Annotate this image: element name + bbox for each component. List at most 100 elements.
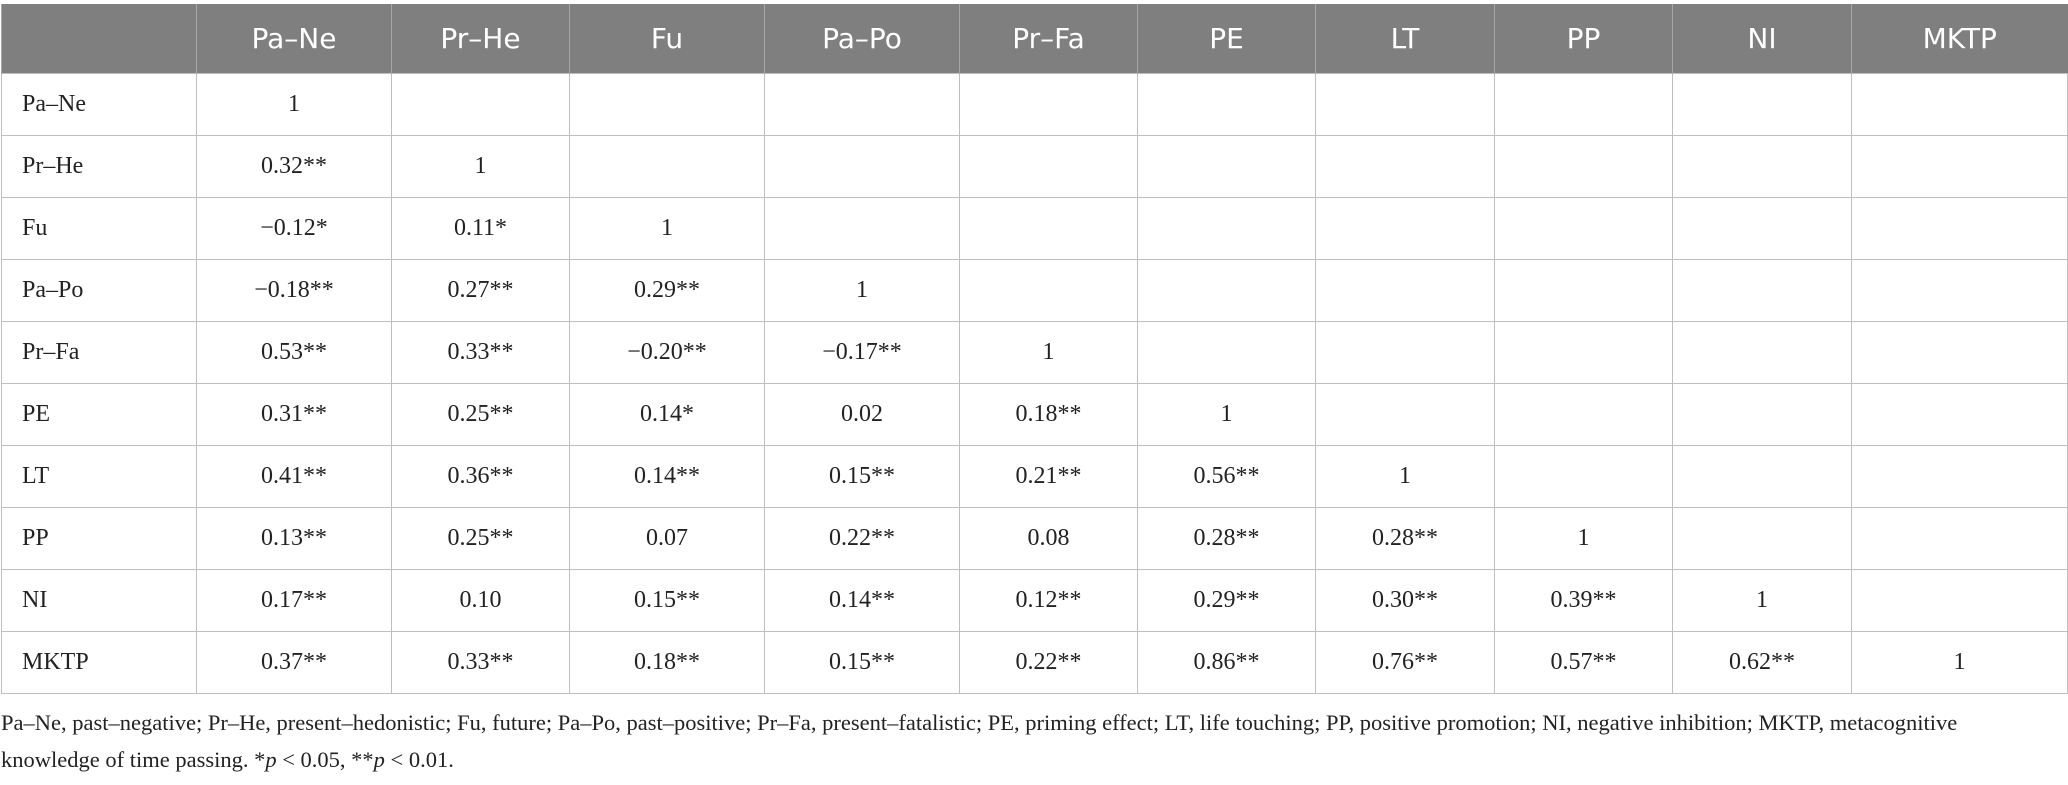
cell: 1 <box>1494 507 1673 570</box>
cell: 1 <box>1315 445 1495 508</box>
row-label: Pr–Fa <box>1 321 197 384</box>
cell: 0.39** <box>1494 569 1673 632</box>
cell: 0.33** <box>391 631 570 694</box>
empty-cell <box>1851 321 2068 384</box>
cell: 0.62** <box>1672 631 1852 694</box>
cell: 0.15** <box>569 569 765 632</box>
cell: 0.17** <box>196 569 392 632</box>
empty-cell <box>1851 383 2068 446</box>
empty-cell <box>1851 445 2068 508</box>
empty-cell <box>1494 445 1673 508</box>
empty-cell <box>1494 321 1673 384</box>
cell: 1 <box>1851 631 2068 694</box>
column-header: NI <box>1672 4 1852 74</box>
row-label: Pa–Ne <box>1 73 197 136</box>
cell: 0.25** <box>391 507 570 570</box>
cell: 0.22** <box>764 507 960 570</box>
cell: −0.20** <box>569 321 765 384</box>
footnote-text: p <box>265 747 277 772</box>
cell: 0.30** <box>1315 569 1495 632</box>
cell: 0.14** <box>764 569 960 632</box>
empty-cell <box>569 73 765 136</box>
cell: 0.14* <box>569 383 765 446</box>
cell: 0.41** <box>196 445 392 508</box>
empty-cell <box>1137 135 1316 198</box>
empty-cell <box>1137 197 1316 260</box>
empty-cell <box>1672 445 1852 508</box>
empty-cell <box>1494 383 1673 446</box>
corner-cell <box>1 4 197 74</box>
correlation-table: Pa–Ne Pr–He Fu Pa–Po Pr–Fa PE LT PP NI MKTP Pa–Ne… <box>1 4 2068 694</box>
empty-cell <box>1315 197 1495 260</box>
cell: 0.21** <box>959 445 1138 508</box>
cell: 0.10 <box>391 569 570 632</box>
empty-cell <box>764 73 960 136</box>
empty-cell <box>1672 321 1852 384</box>
cell: 0.11* <box>391 197 570 260</box>
empty-cell <box>764 197 960 260</box>
row-label: Fu <box>1 197 197 260</box>
empty-cell <box>1851 507 2068 570</box>
cell: 0.27** <box>391 259 570 322</box>
cell: −0.17** <box>764 321 960 384</box>
column-header: Pr–He <box>391 4 570 74</box>
cell: 0.08 <box>959 507 1138 570</box>
table-row: MKTP 0.37** 0.33** 0.18** 0.15** 0.22** 0.86**… <box>1 631 2068 694</box>
cell: 0.18** <box>569 631 765 694</box>
cell: 0.29** <box>1137 569 1316 632</box>
row-label: Pr–He <box>1 135 197 198</box>
empty-cell <box>1315 321 1495 384</box>
empty-cell <box>959 135 1138 198</box>
row-label: NI <box>1 569 197 632</box>
cell: 0.37** <box>196 631 392 694</box>
empty-cell <box>1137 259 1316 322</box>
row-label: MKTP <box>1 631 197 694</box>
column-header: Pa–Ne <box>196 4 392 74</box>
empty-cell <box>1672 73 1852 136</box>
empty-cell <box>1315 135 1495 198</box>
table-row: PE 0.31** 0.25** 0.14* 0.02 0.18** 1 <box>1 383 2068 446</box>
footnote-text: Pa–Ne, past–negative; Pr–He, present–hed… <box>1 710 1958 772</box>
cell: 0.29** <box>569 259 765 322</box>
empty-cell <box>1494 259 1673 322</box>
table-row: Pr–He 0.32** 1 <box>1 135 2068 198</box>
cell: 1 <box>1672 569 1852 632</box>
footnote-text: < 0.01. <box>384 747 454 772</box>
empty-cell <box>1672 383 1852 446</box>
table-row: Fu −0.12* 0.11* 1 <box>1 197 2068 260</box>
column-header: Fu <box>569 4 765 74</box>
empty-cell <box>1851 73 2068 136</box>
empty-cell <box>1851 135 2068 198</box>
empty-cell <box>1672 507 1852 570</box>
empty-cell <box>764 135 960 198</box>
empty-cell <box>1494 135 1673 198</box>
empty-cell <box>1851 259 2068 322</box>
cell: 0.57** <box>1494 631 1673 694</box>
cell: 0.36** <box>391 445 570 508</box>
cell: 0.12** <box>959 569 1138 632</box>
row-label: LT <box>1 445 197 508</box>
empty-cell <box>1315 259 1495 322</box>
cell: 0.32** <box>196 135 392 198</box>
cell: 0.56** <box>1137 445 1316 508</box>
column-header: Pa–Po <box>764 4 960 74</box>
cell: 0.25** <box>391 383 570 446</box>
empty-cell <box>1315 73 1495 136</box>
empty-cell <box>1494 73 1673 136</box>
cell: 0.53** <box>196 321 392 384</box>
cell: 1 <box>391 135 570 198</box>
table-row: Pr–Fa 0.53** 0.33** −0.20** −0.17** 1 <box>1 321 2068 384</box>
column-header: LT <box>1315 4 1495 74</box>
cell: 0.07 <box>569 507 765 570</box>
cell: 0.15** <box>764 445 960 508</box>
row-label: PE <box>1 383 197 446</box>
cell: 0.18** <box>959 383 1138 446</box>
cell: 0.13** <box>196 507 392 570</box>
table-row: Pa–Ne 1 <box>1 73 2068 136</box>
cell: 0.02 <box>764 383 960 446</box>
row-label: Pa–Po <box>1 259 197 322</box>
table-row: Pa–Po −0.18** 0.27** 0.29** 1 <box>1 259 2068 322</box>
column-header: PE <box>1137 4 1316 74</box>
empty-cell <box>569 135 765 198</box>
